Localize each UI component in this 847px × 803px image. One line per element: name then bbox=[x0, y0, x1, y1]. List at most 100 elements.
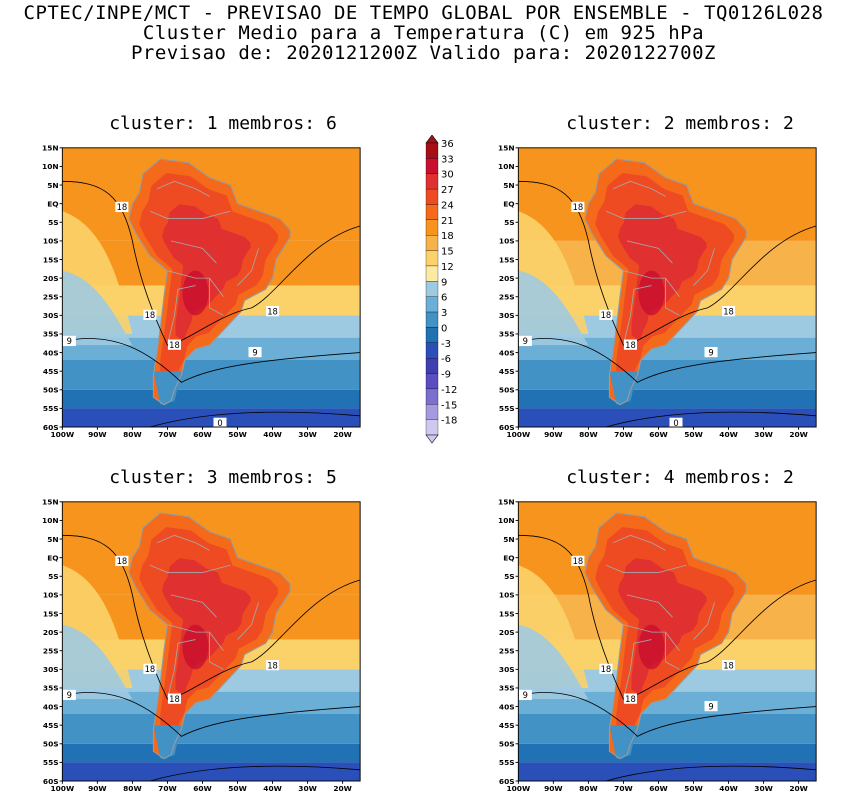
country-border bbox=[170, 594, 217, 618]
country-border bbox=[209, 632, 224, 670]
colorbar-swatch bbox=[425, 219, 439, 236]
contour-label-bg bbox=[571, 555, 585, 567]
country-border bbox=[605, 564, 687, 573]
colorbar-arrow-bottom bbox=[425, 434, 439, 444]
contour-label-bg bbox=[704, 346, 718, 358]
temperature-band bbox=[518, 270, 589, 346]
country-border bbox=[167, 639, 196, 700]
contour-label-bg bbox=[266, 306, 280, 317]
colorbar-label: -15 bbox=[441, 400, 457, 411]
colorbar-label: 21 bbox=[441, 216, 454, 227]
lat-tick-label: 15N bbox=[42, 144, 59, 153]
title-line-3: Previsao de: 2020121200Z Valido para: 20… bbox=[130, 42, 716, 64]
colorbar-label: 18 bbox=[441, 231, 454, 242]
contour-label-bg bbox=[518, 335, 532, 347]
panel-title-3: cluster: 3 membros: 5 bbox=[109, 467, 337, 488]
colorbar-label: 12 bbox=[441, 262, 454, 273]
temperature-band bbox=[62, 389, 361, 409]
colorbar-label: -3 bbox=[441, 339, 451, 350]
country-border bbox=[623, 285, 652, 346]
colorbar-swatch bbox=[425, 327, 439, 343]
lat-tick-label: 40S bbox=[499, 348, 515, 357]
colorbar-swatch bbox=[425, 404, 439, 420]
lon-tick-label: 80W bbox=[579, 430, 598, 439]
lon-tick-label: 90W bbox=[88, 784, 107, 793]
map-panel-3: 18 18 18 18 9 15N 10N 5N EQ 5S 10S 15S 20S 25S 30S 35S 4… bbox=[40, 491, 362, 793]
country-border bbox=[626, 594, 673, 618]
heat-core bbox=[182, 624, 209, 670]
contour-label-bg bbox=[213, 417, 227, 428]
lon-tick-label: 70W bbox=[158, 430, 177, 439]
colorbar-label: 33 bbox=[441, 154, 454, 165]
colorbar-label: -18 bbox=[441, 416, 457, 427]
contour-label-bg bbox=[62, 335, 76, 347]
colorbar-swatch bbox=[425, 388, 439, 405]
lat-tick-label: 10N bbox=[42, 162, 59, 171]
colorbar-label: -12 bbox=[441, 385, 457, 396]
lon-tick-label: 50W bbox=[228, 784, 247, 793]
contour-label-bg bbox=[62, 689, 76, 701]
temperature-band bbox=[62, 691, 361, 715]
lat-tick-label: EQ bbox=[47, 553, 58, 562]
country-border bbox=[170, 240, 217, 264]
lon-tick-label: 30W bbox=[754, 430, 773, 439]
temperature-band bbox=[62, 360, 361, 390]
panel-title-2: cluster: 2 membros: 2 bbox=[566, 113, 794, 134]
panel-title-4: cluster: 4 membros: 2 bbox=[566, 467, 794, 488]
lat-tick-label: 15S bbox=[43, 609, 59, 618]
lon-tick-label: 60W bbox=[649, 430, 668, 439]
map-frame bbox=[517, 501, 817, 782]
country-border bbox=[605, 210, 687, 219]
lat-tick-label: 5S bbox=[48, 572, 59, 581]
lat-tick-label: 30S bbox=[499, 311, 515, 320]
land-temperature-layer bbox=[153, 725, 182, 759]
contour-label: 18 bbox=[267, 306, 278, 316]
lon-tick-label: 90W bbox=[544, 784, 563, 793]
lat-tick-label: 45S bbox=[43, 721, 59, 730]
land-temperature-layer bbox=[609, 371, 638, 405]
colorbar-swatch bbox=[425, 173, 439, 190]
lat-tick-label: 35S bbox=[43, 330, 59, 339]
colorbar-label: 30 bbox=[441, 170, 454, 181]
lat-tick-label: 10S bbox=[43, 591, 59, 600]
lat-tick-label: EQ bbox=[503, 553, 514, 562]
lat-tick-label: 5N bbox=[503, 535, 514, 544]
temperature-band bbox=[62, 624, 133, 700]
title-line-1: CPTEC/INPE/MCT - PREVISAO DE TEMPO GLOBA… bbox=[23, 2, 824, 24]
map-svg: 18 18 18 18 9 9 15N 10N 5N EQ 5S 10S 15S 20S 25S 30S 35S… bbox=[498, 498, 817, 793]
lat-tick-label: 40S bbox=[43, 348, 59, 357]
contour-label: 18 bbox=[573, 202, 584, 212]
colorbar-swatch bbox=[425, 188, 439, 205]
contour-label-bg bbox=[115, 555, 129, 567]
country-border bbox=[167, 285, 196, 346]
contour-label: 18 bbox=[117, 556, 128, 566]
map-frame bbox=[61, 147, 361, 428]
country-border bbox=[149, 564, 231, 573]
heat-core bbox=[638, 270, 665, 316]
lat-tick-label: 15N bbox=[498, 144, 515, 153]
temperature-band bbox=[62, 714, 361, 744]
title-line-2: Cluster Medio para a Temperatura (C) em … bbox=[142, 22, 705, 44]
lon-tick-label: 80W bbox=[579, 784, 598, 793]
contour-label: 0 bbox=[217, 418, 222, 428]
lat-tick-label: 60S bbox=[499, 423, 515, 432]
land-temperature-layer bbox=[618, 558, 707, 694]
contour-label-bg bbox=[167, 693, 181, 704]
lat-tick-label: 35S bbox=[499, 330, 515, 339]
lat-tick-label: 40S bbox=[499, 702, 515, 711]
contour-label-bg bbox=[248, 346, 262, 358]
lat-tick-label: 10S bbox=[43, 237, 59, 246]
lon-tick-label: 100W bbox=[50, 430, 74, 439]
map-panel-4: 18 18 18 18 9 9 15N 10N 5N EQ 5S 10S 15S 20S 25S 30S 35S… bbox=[496, 491, 818, 793]
lat-tick-label: 60S bbox=[43, 777, 59, 786]
country-border bbox=[665, 632, 680, 670]
contour-label: 18 bbox=[723, 306, 734, 316]
lon-tick-label: 70W bbox=[614, 784, 633, 793]
temperature-band bbox=[518, 337, 817, 361]
lat-tick-label: 10S bbox=[499, 591, 515, 600]
lat-tick-label: 50S bbox=[499, 740, 515, 749]
temperature-band bbox=[62, 270, 133, 346]
lon-tick-label: 100W bbox=[506, 784, 530, 793]
temperature-band bbox=[518, 743, 817, 763]
contour-label-bg bbox=[722, 660, 736, 671]
